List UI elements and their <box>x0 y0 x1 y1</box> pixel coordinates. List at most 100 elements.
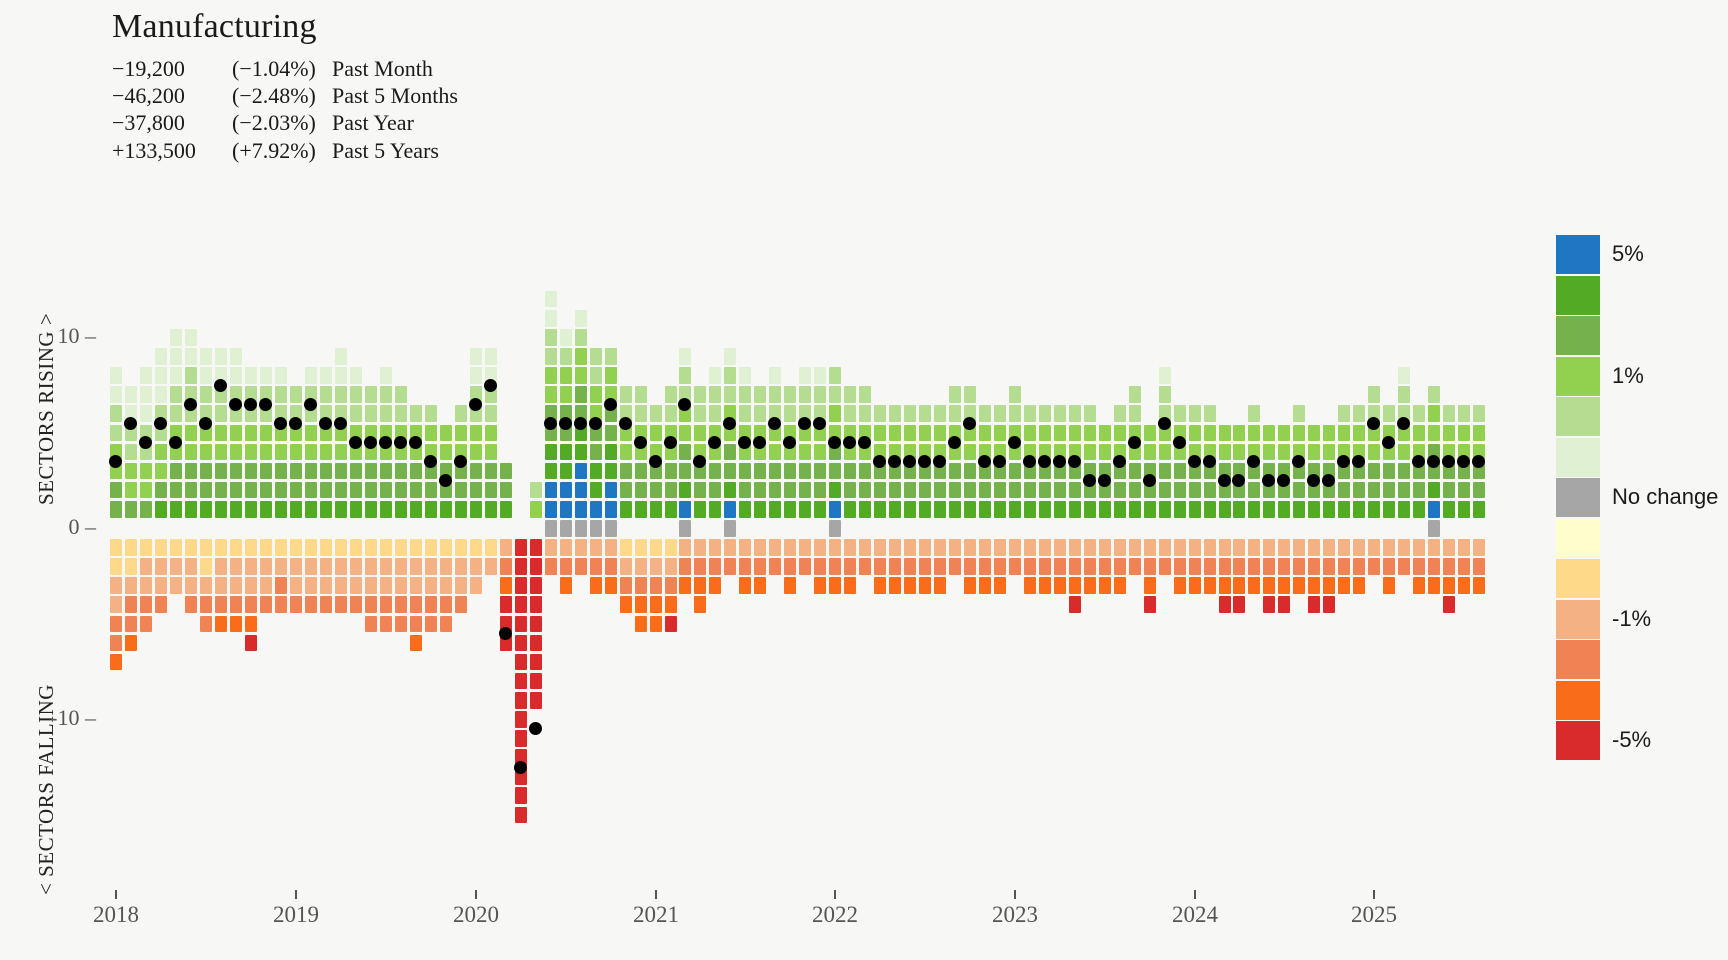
heatmap-cell <box>650 443 662 461</box>
heatmap-cell <box>1368 462 1380 480</box>
heatmap-cell <box>395 539 407 556</box>
heatmap-cell <box>380 424 392 442</box>
heatmap-cell <box>275 462 287 480</box>
heatmap-cell <box>410 577 422 594</box>
heatmap-cell <box>1129 558 1141 575</box>
heatmap-cell <box>1428 443 1440 461</box>
heatmap-cell <box>215 558 227 575</box>
heatmap-cell <box>110 615 122 633</box>
heatmap-cell <box>215 500 227 518</box>
heatmap-cell <box>335 443 347 461</box>
heatmap-cell <box>350 577 362 594</box>
heatmap-cell <box>515 558 527 575</box>
heatmap-cell <box>994 558 1006 575</box>
heatmap-cell <box>380 481 392 499</box>
heatmap-cell <box>739 405 751 423</box>
heatmap-cell <box>590 481 602 499</box>
heatmap-cell <box>215 367 227 384</box>
heatmap-cell <box>1084 558 1096 575</box>
x-axis-tick-label: 2018 <box>92 902 139 927</box>
stat-change-value: −46,200 <box>112 83 185 109</box>
heatmap-cell <box>110 577 122 594</box>
median-marker-dot <box>334 416 348 430</box>
heatmap-cell <box>1129 386 1141 403</box>
legend-label: -5% <box>1612 727 1652 753</box>
heatmap-cell <box>395 386 407 403</box>
legend-color-swatch <box>1556 275 1600 315</box>
heatmap-cell <box>799 558 811 575</box>
heatmap-cell <box>605 424 617 442</box>
heatmap-cell <box>1278 443 1290 461</box>
heatmap-cell <box>1084 424 1096 442</box>
heatmap-cell <box>335 558 347 575</box>
heatmap-cell <box>1278 539 1290 556</box>
heatmap-cell <box>964 405 976 423</box>
heatmap-cell <box>470 348 482 365</box>
heatmap-cell <box>500 462 512 480</box>
heatmap-cell <box>754 386 766 403</box>
heatmap-cell <box>829 558 841 575</box>
stat-period-label: Past Month <box>332 56 433 82</box>
heatmap-cell <box>530 500 542 518</box>
heatmap-cell <box>170 462 182 480</box>
heatmap-cell <box>979 558 991 575</box>
heatmap-cell <box>679 539 691 556</box>
heatmap-cell <box>185 596 197 614</box>
heatmap-cell <box>650 558 662 575</box>
median-marker-dot <box>693 455 707 468</box>
heatmap-cell <box>1353 500 1365 518</box>
heatmap-cell <box>1398 481 1410 499</box>
heatmap-cell <box>215 424 227 442</box>
heatmap-cell <box>1114 539 1126 556</box>
heatmap-cell <box>964 424 976 442</box>
heatmap-cell <box>230 348 242 365</box>
heatmap-cell <box>874 577 886 594</box>
heatmap-cell <box>350 596 362 614</box>
heatmap-cell <box>1293 481 1305 499</box>
heatmap-cell <box>859 386 871 403</box>
heatmap-cell <box>1069 405 1081 423</box>
heatmap-cell <box>665 558 677 575</box>
heatmap-cell <box>874 481 886 499</box>
heatmap-cell <box>590 424 602 442</box>
heatmap-cell <box>200 577 212 594</box>
heatmap-cell <box>365 443 377 461</box>
heatmap-cell <box>155 577 167 594</box>
x-axis-tick-label: 2020 <box>452 902 499 927</box>
stat-period-label: Past 5 Months <box>332 83 458 109</box>
heatmap-cell <box>185 500 197 518</box>
heatmap-cell <box>949 539 961 556</box>
heatmap-cell <box>784 462 796 480</box>
heatmap-cell <box>245 577 257 594</box>
heatmap-cell <box>874 462 886 480</box>
heatmap-cell <box>320 405 332 423</box>
heatmap-cell <box>1383 500 1395 518</box>
heatmap-cell <box>245 367 257 384</box>
heatmap-cell <box>1398 539 1410 556</box>
heatmap-cell <box>1398 424 1410 442</box>
heatmap-cell <box>335 596 347 614</box>
heatmap-cell <box>455 577 467 594</box>
median-marker-dot <box>888 455 902 468</box>
legend-color-swatch <box>1556 518 1600 558</box>
x-axis-tick-mark <box>474 890 477 899</box>
heatmap-cell <box>245 596 257 614</box>
heatmap-cell-no-change <box>605 520 617 537</box>
heatmap-cell <box>545 290 557 308</box>
heatmap-cell <box>335 481 347 499</box>
heatmap-cell <box>635 443 647 461</box>
heatmap-cell <box>305 443 317 461</box>
heatmap-cell <box>485 367 497 384</box>
heatmap-cell <box>575 386 587 403</box>
median-marker-dot <box>1397 416 1411 430</box>
median-marker-dot <box>708 435 722 449</box>
heatmap-cell <box>1428 462 1440 480</box>
heatmap-cell <box>1159 443 1171 461</box>
heatmap-cell <box>290 539 302 556</box>
heatmap-cell <box>380 443 392 461</box>
heatmap-cell <box>709 577 721 594</box>
heatmap-cell <box>545 405 557 423</box>
heatmap-cell <box>1308 577 1320 594</box>
heatmap-cell <box>455 500 467 518</box>
heatmap-cell <box>380 367 392 384</box>
